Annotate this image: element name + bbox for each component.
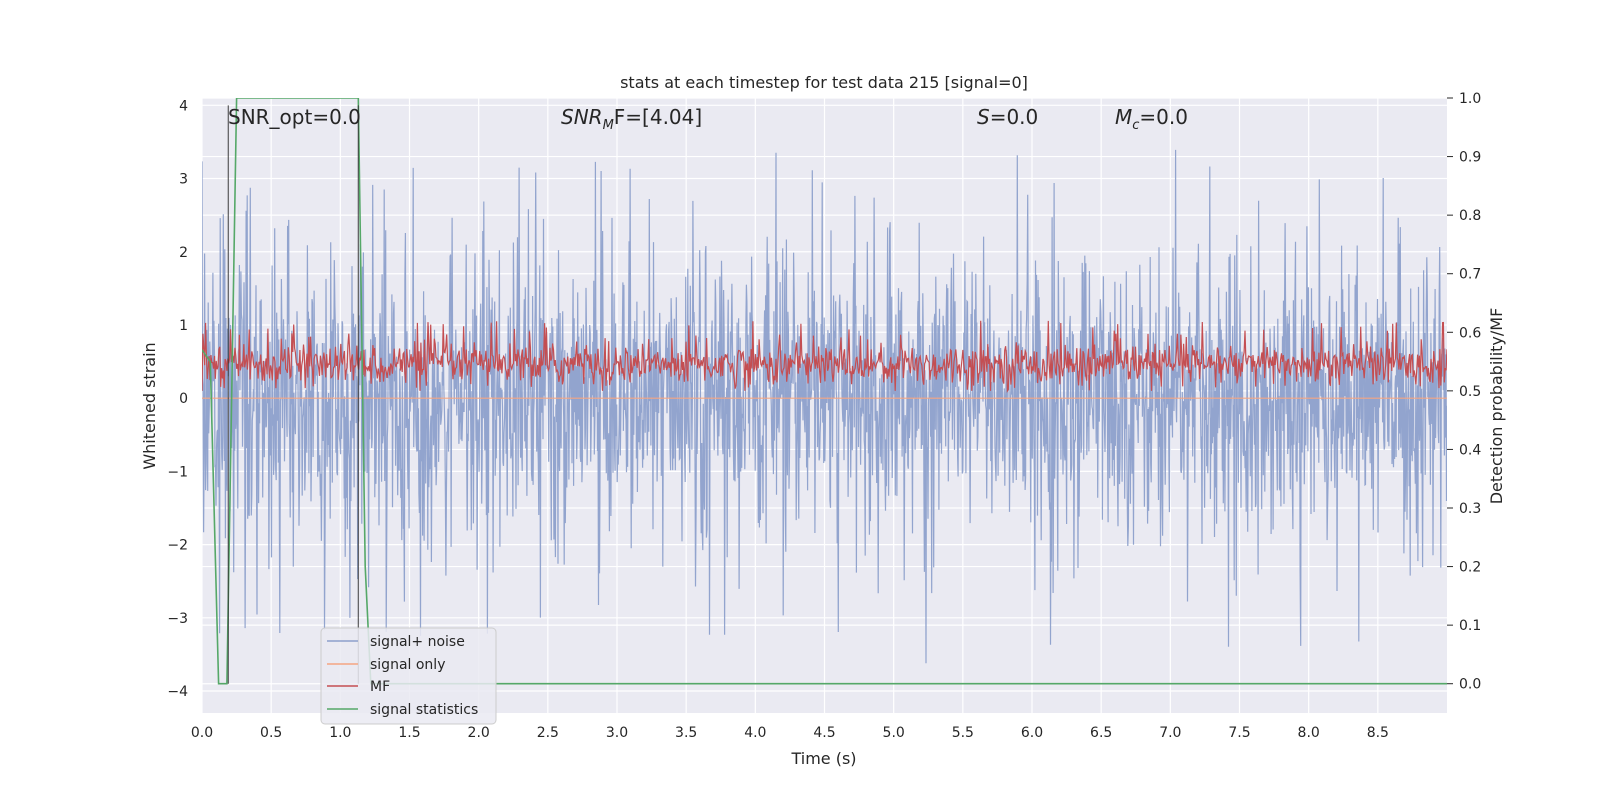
y-right-tick-label: 0.5 (1459, 384, 1481, 400)
x-tick-label: 8.5 (1367, 725, 1389, 741)
legend-label-mf: MF (370, 679, 390, 695)
series-signal-noise (202, 149, 1447, 664)
chart-title: stats at each timestep for test data 215… (620, 73, 1028, 92)
y-tick-label: −4 (167, 684, 188, 700)
x-tick-label: 1.5 (398, 725, 420, 741)
y-tick-label: 3 (179, 172, 188, 188)
legend: signal+ noise signal only MF signal stat… (320, 627, 497, 725)
x-axis-ticks: 0.0 0.5 1.0 1.5 2.0 2.5 3.0 3.5 4.0 4.5 5.0 5.5 6.0 6… (191, 725, 1389, 741)
series-mf (202, 320, 1447, 393)
series-signal-statistics (202, 98, 1447, 685)
x-tick-label: 3.0 (606, 725, 628, 741)
annotation-snr-mf-main: SNR (561, 105, 603, 129)
x-tick-label: 6.5 (1090, 725, 1112, 741)
y-right-tick-label: 0.9 (1459, 150, 1481, 166)
y-right-tick-label: 0.3 (1459, 501, 1481, 517)
annotation-s-main: S (977, 105, 990, 129)
x-tick-label: 3.5 (675, 725, 697, 741)
annotation-mc-main: M (1115, 105, 1132, 129)
annotation-snr-opt: SNR_opt=0.0 (228, 105, 361, 129)
x-tick-label: 2.0 (468, 725, 490, 741)
y-tick-label: −2 (167, 538, 188, 554)
series-layer (202, 98, 1447, 685)
annotation-s-rest: =0.0 (990, 105, 1039, 129)
x-tick-label: 8.0 (1298, 725, 1320, 741)
x-tick-label: 2.5 (537, 725, 559, 741)
annotation-mc-sub: c (1132, 118, 1139, 133)
x-tick-label: 7.5 (1228, 725, 1250, 741)
y-right-tick-label: 0.4 (1459, 442, 1481, 458)
x-tick-label: 7.0 (1159, 725, 1181, 741)
y-right-tick-label: 0.7 (1459, 267, 1481, 283)
x-tick-label: 6.0 (1021, 725, 1043, 741)
x-tick-label: 5.5 (952, 725, 974, 741)
annotation-snr-mf-rest: F=[4.04] (614, 105, 702, 129)
y-axis-ticks: 4 3 2 1 0 −1 −2 −3 −4 (167, 98, 188, 700)
y-axis-right-label: Detection probability/MF (1487, 308, 1506, 505)
legend-label-signal-only: signal only (370, 657, 445, 673)
y-tick-label: 4 (179, 98, 188, 114)
x-tick-label: 5.0 (883, 725, 905, 741)
y-right-tick-label: 0.2 (1459, 560, 1481, 576)
x-tick-label: 0.5 (260, 725, 282, 741)
x-axis-label: Time (s) (790, 749, 856, 768)
annotation-mc-rest: =0.0 (1139, 105, 1188, 129)
y-tick-label: 1 (179, 318, 188, 334)
y-tick-label: 2 (179, 245, 188, 261)
legend-label-signal-noise: signal+ noise (370, 634, 465, 650)
y-right-tick-label: 0.1 (1459, 618, 1481, 634)
annotation-s: S=0.0 (977, 105, 1038, 129)
y-right-tick-label: 0.0 (1459, 677, 1481, 693)
x-tick-label: 4.0 (744, 725, 766, 741)
y-tick-label: −3 (167, 611, 188, 627)
y-right-tick-label: 0.6 (1459, 325, 1481, 341)
series-clip-group (202, 98, 1447, 685)
y-right-tick-label: 0.8 (1459, 208, 1481, 224)
annotation-snr-mf: SNRMF=[4.04] (561, 105, 702, 133)
legend-label-signal-statistics: signal statistics (370, 702, 478, 718)
y-tick-label: −1 (167, 464, 188, 480)
x-tick-label: 4.5 (813, 725, 835, 741)
y-tick-label: 0 (179, 391, 188, 407)
y-axis-right-ticks: 1.0 0.9 0.8 0.7 0.6 0.5 0.4 0.3 0.2 0.1 0.0 (1447, 91, 1481, 693)
x-tick-label: 0.0 (191, 725, 213, 741)
annotation-mc: Mc=0.0 (1115, 105, 1188, 133)
y-axis-label: Whitened strain (140, 342, 159, 469)
annotation-snr-mf-sub: M (603, 118, 614, 133)
legend-box (320, 627, 497, 725)
vertical-markers (227, 105, 359, 684)
y-right-tick-label: 1.0 (1459, 91, 1481, 107)
x-tick-label: 1.0 (329, 725, 351, 741)
